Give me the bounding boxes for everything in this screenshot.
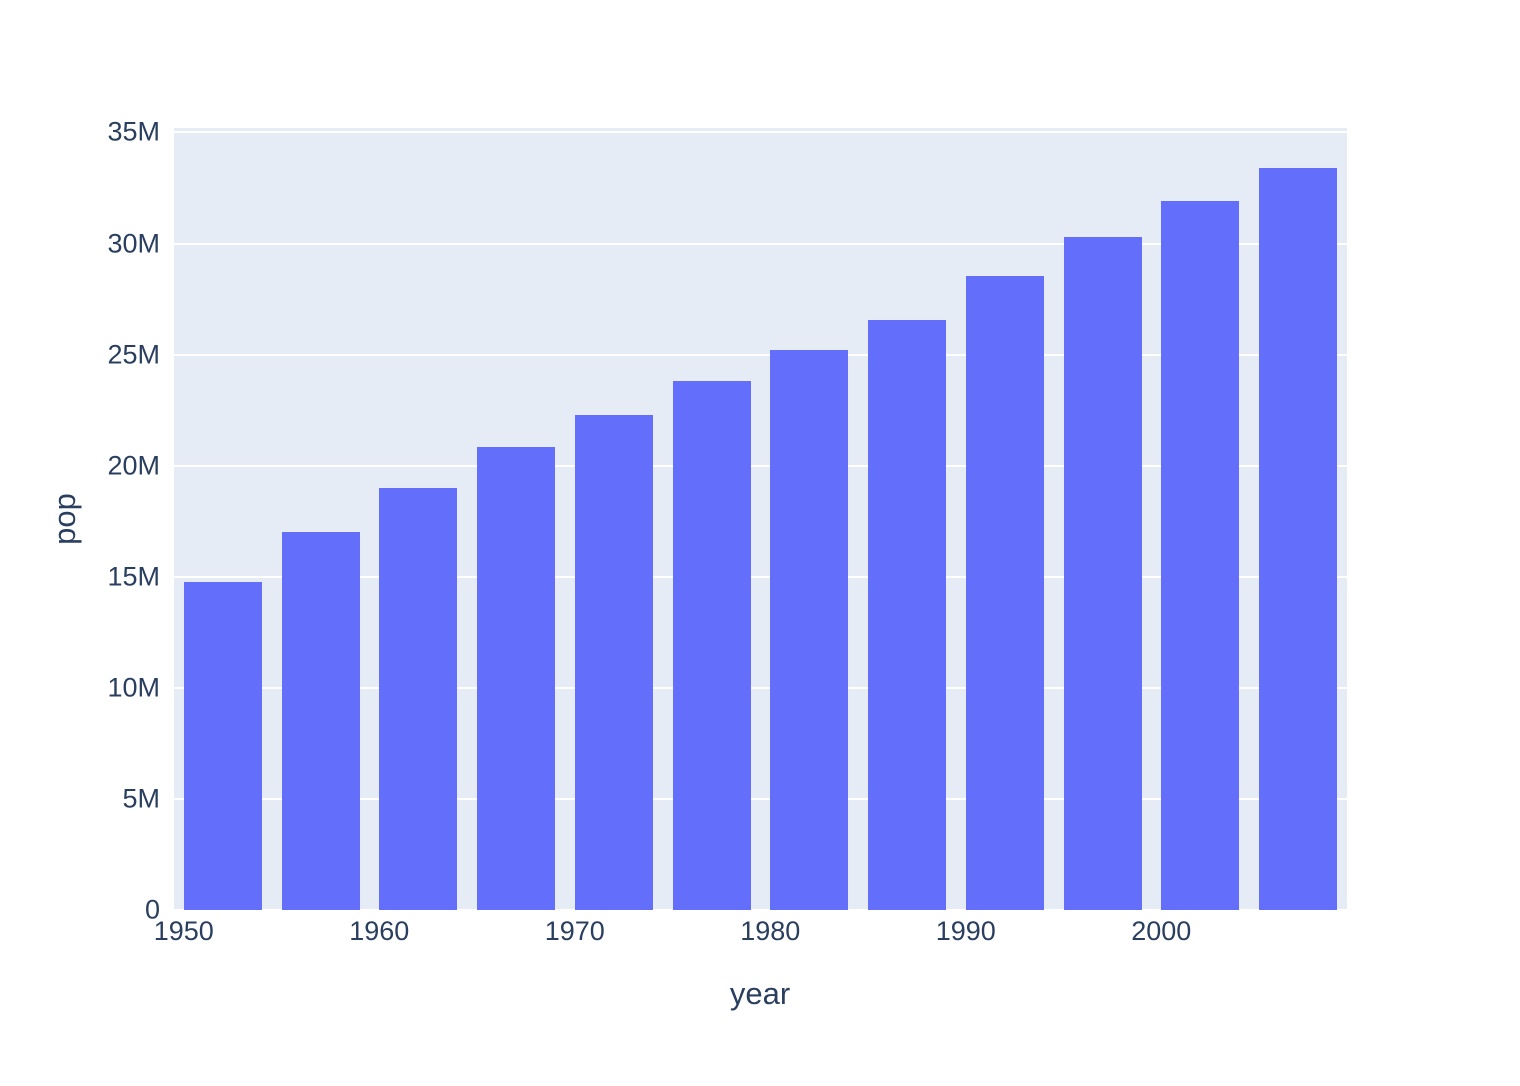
y-tick-label: 20M (107, 450, 160, 481)
bar-1957[interactable] (281, 532, 360, 910)
y-tick-label: 15M (107, 561, 160, 592)
y-tick-label: 30M (107, 228, 160, 259)
bar-1982[interactable] (770, 350, 849, 910)
gridline (174, 464, 1347, 467)
gridline (174, 575, 1347, 578)
gridline (174, 797, 1347, 800)
gridline (174, 242, 1347, 245)
gridline (174, 686, 1347, 689)
x-tick-label: 1950 (153, 916, 214, 946)
bar-1992[interactable] (965, 276, 1044, 910)
y-tick-label: 10M (107, 672, 160, 703)
bar-2007[interactable] (1259, 168, 1338, 910)
bar-1962[interactable] (379, 488, 458, 910)
y-tick-label: 5M (122, 783, 160, 814)
gridline (174, 353, 1347, 356)
bar-1972[interactable] (574, 414, 653, 910)
bar-1967[interactable] (477, 447, 556, 910)
x-tick-label: 1960 (349, 916, 410, 946)
plot-area (174, 128, 1347, 911)
x-tick-label: 1980 (740, 916, 801, 946)
gridline (174, 909, 1347, 911)
y-axis-title: pop (47, 493, 82, 545)
x-tick-label: 2000 (1131, 916, 1192, 946)
y-tick-label: 35M (107, 116, 160, 147)
y-tick-label: 0 (144, 894, 160, 925)
bar-1977[interactable] (672, 381, 751, 910)
bar-2002[interactable] (1161, 201, 1240, 910)
gridline (174, 131, 1347, 134)
x-tick-label: 1970 (544, 916, 605, 946)
bar-1997[interactable] (1063, 236, 1142, 910)
x-axis-title: year (729, 976, 791, 1011)
bar-1952[interactable] (183, 581, 262, 910)
y-tick-label: 25M (107, 339, 160, 370)
bar-1987[interactable] (868, 320, 947, 910)
x-tick-label: 1990 (935, 916, 996, 946)
